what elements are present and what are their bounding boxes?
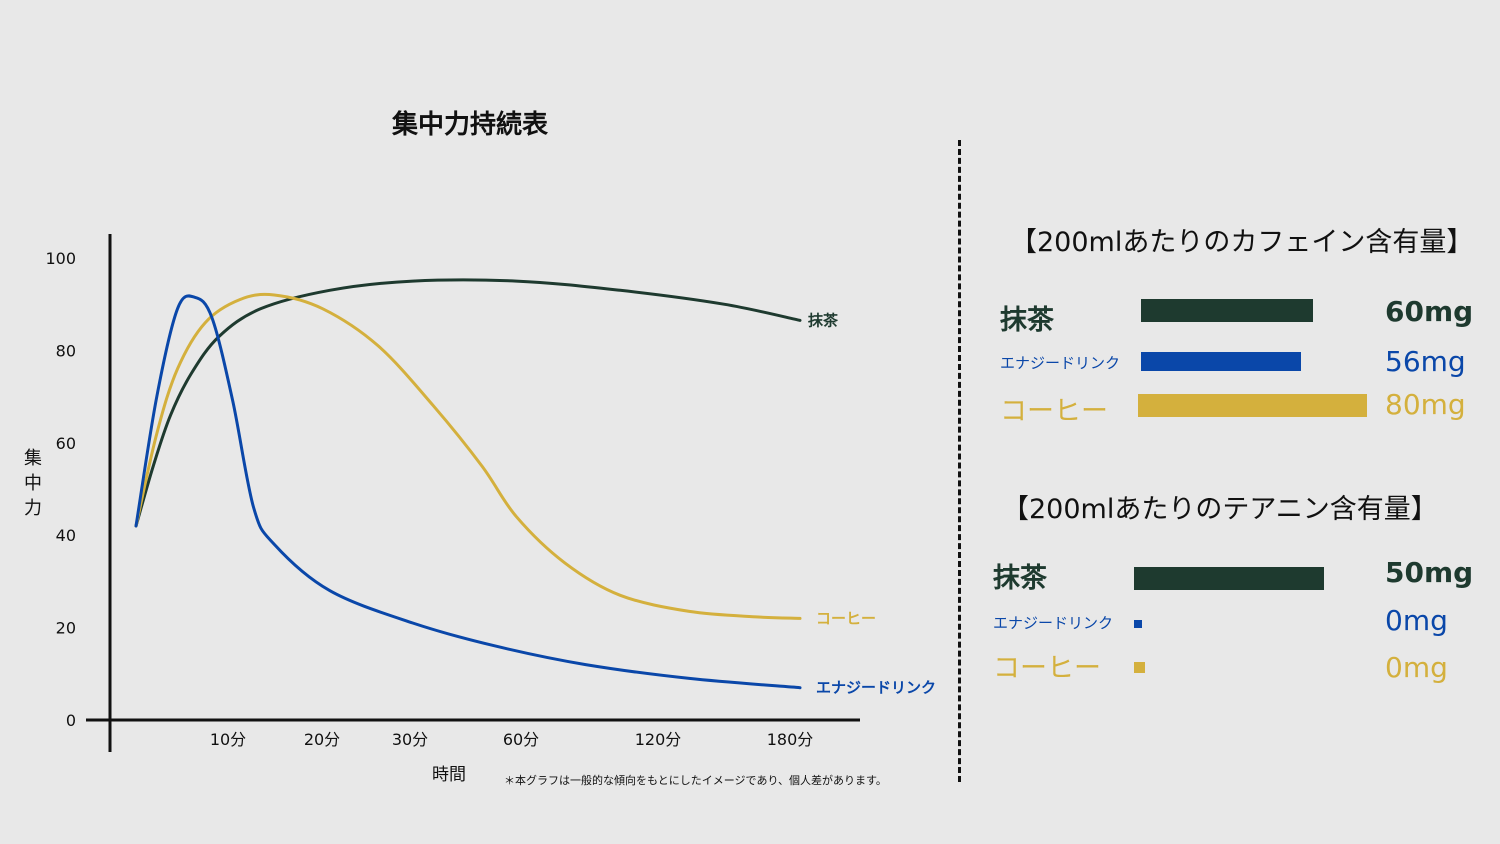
caffeine-title: 【200mlあたりのカフェイン含有量】 <box>1010 227 1474 258</box>
theanine-title: 【200mlあたりのテアニン含有量】 <box>1002 494 1438 525</box>
chart-note: ＊本グラフは一般的な傾向をもとにしたイメージであり、個人差があります。 <box>504 774 887 787</box>
caffeine-label-matcha: 抹茶 <box>1000 305 1054 336</box>
caffeine-value-coffee: 80mg <box>1385 388 1466 421</box>
x-tick-label: 30分 <box>392 730 428 749</box>
y-tick-label: 20 <box>56 619 76 638</box>
y-tick-label: 100 <box>45 249 76 268</box>
chart-ticks: 0 20 40 60 80 100 10分 20分 30分 60分 120分 180分 <box>45 249 813 749</box>
x-tick-label: 120分 <box>635 730 682 749</box>
x-tick-label: 180分 <box>767 730 814 749</box>
caffeine-value-energy: 56mg <box>1385 345 1466 378</box>
x-tick-label: 60分 <box>503 730 539 749</box>
y-axis-label: 集中力 <box>24 448 42 519</box>
concentration-chart: 0 20 40 60 80 100 10分 20分 30分 60分 120分 180分 抹茶コーヒーエ… <box>45 234 936 752</box>
caffeine-bar-matcha <box>1141 299 1313 322</box>
caffeine-label-energy: エナジードリンク <box>1000 354 1121 372</box>
series-line <box>134 278 802 528</box>
theanine-marker-coffee <box>1134 662 1145 673</box>
y-tick-label: 60 <box>56 434 76 453</box>
theanine-value-energy: 0mg <box>1385 604 1448 637</box>
theanine-value-matcha: 50mg <box>1385 556 1474 589</box>
theanine-label-energy: エナジードリンク <box>993 614 1114 632</box>
series-label: 抹茶 <box>808 311 839 329</box>
series-line <box>134 294 802 690</box>
y-tick-label: 80 <box>56 341 76 360</box>
theanine-label-matcha: 抹茶 <box>993 563 1047 594</box>
theanine-bar-matcha <box>1134 567 1325 590</box>
x-axis-label: 時間 <box>432 765 466 785</box>
caffeine-label-coffee: コーヒー <box>1000 396 1108 427</box>
caffeine-bar-energy <box>1141 352 1302 371</box>
series-label: エナジードリンク <box>816 679 936 697</box>
chart-axes <box>86 234 860 752</box>
y-tick-label: 40 <box>56 526 76 545</box>
series-label: コーヒー <box>816 609 876 627</box>
chart-title: 集中力持続表 <box>391 110 548 140</box>
caffeine-value-matcha: 60mg <box>1385 295 1474 328</box>
series-line <box>134 292 802 620</box>
x-tick-label: 10分 <box>210 730 246 749</box>
theanine-value-coffee: 0mg <box>1385 651 1448 684</box>
y-tick-label: 0 <box>66 711 76 730</box>
x-tick-label: 20分 <box>304 730 340 749</box>
theanine-label-coffee: コーヒー <box>993 653 1101 684</box>
section-divider <box>958 140 961 782</box>
theanine-marker-energy <box>1134 620 1142 628</box>
caffeine-bar-coffee <box>1138 394 1367 417</box>
